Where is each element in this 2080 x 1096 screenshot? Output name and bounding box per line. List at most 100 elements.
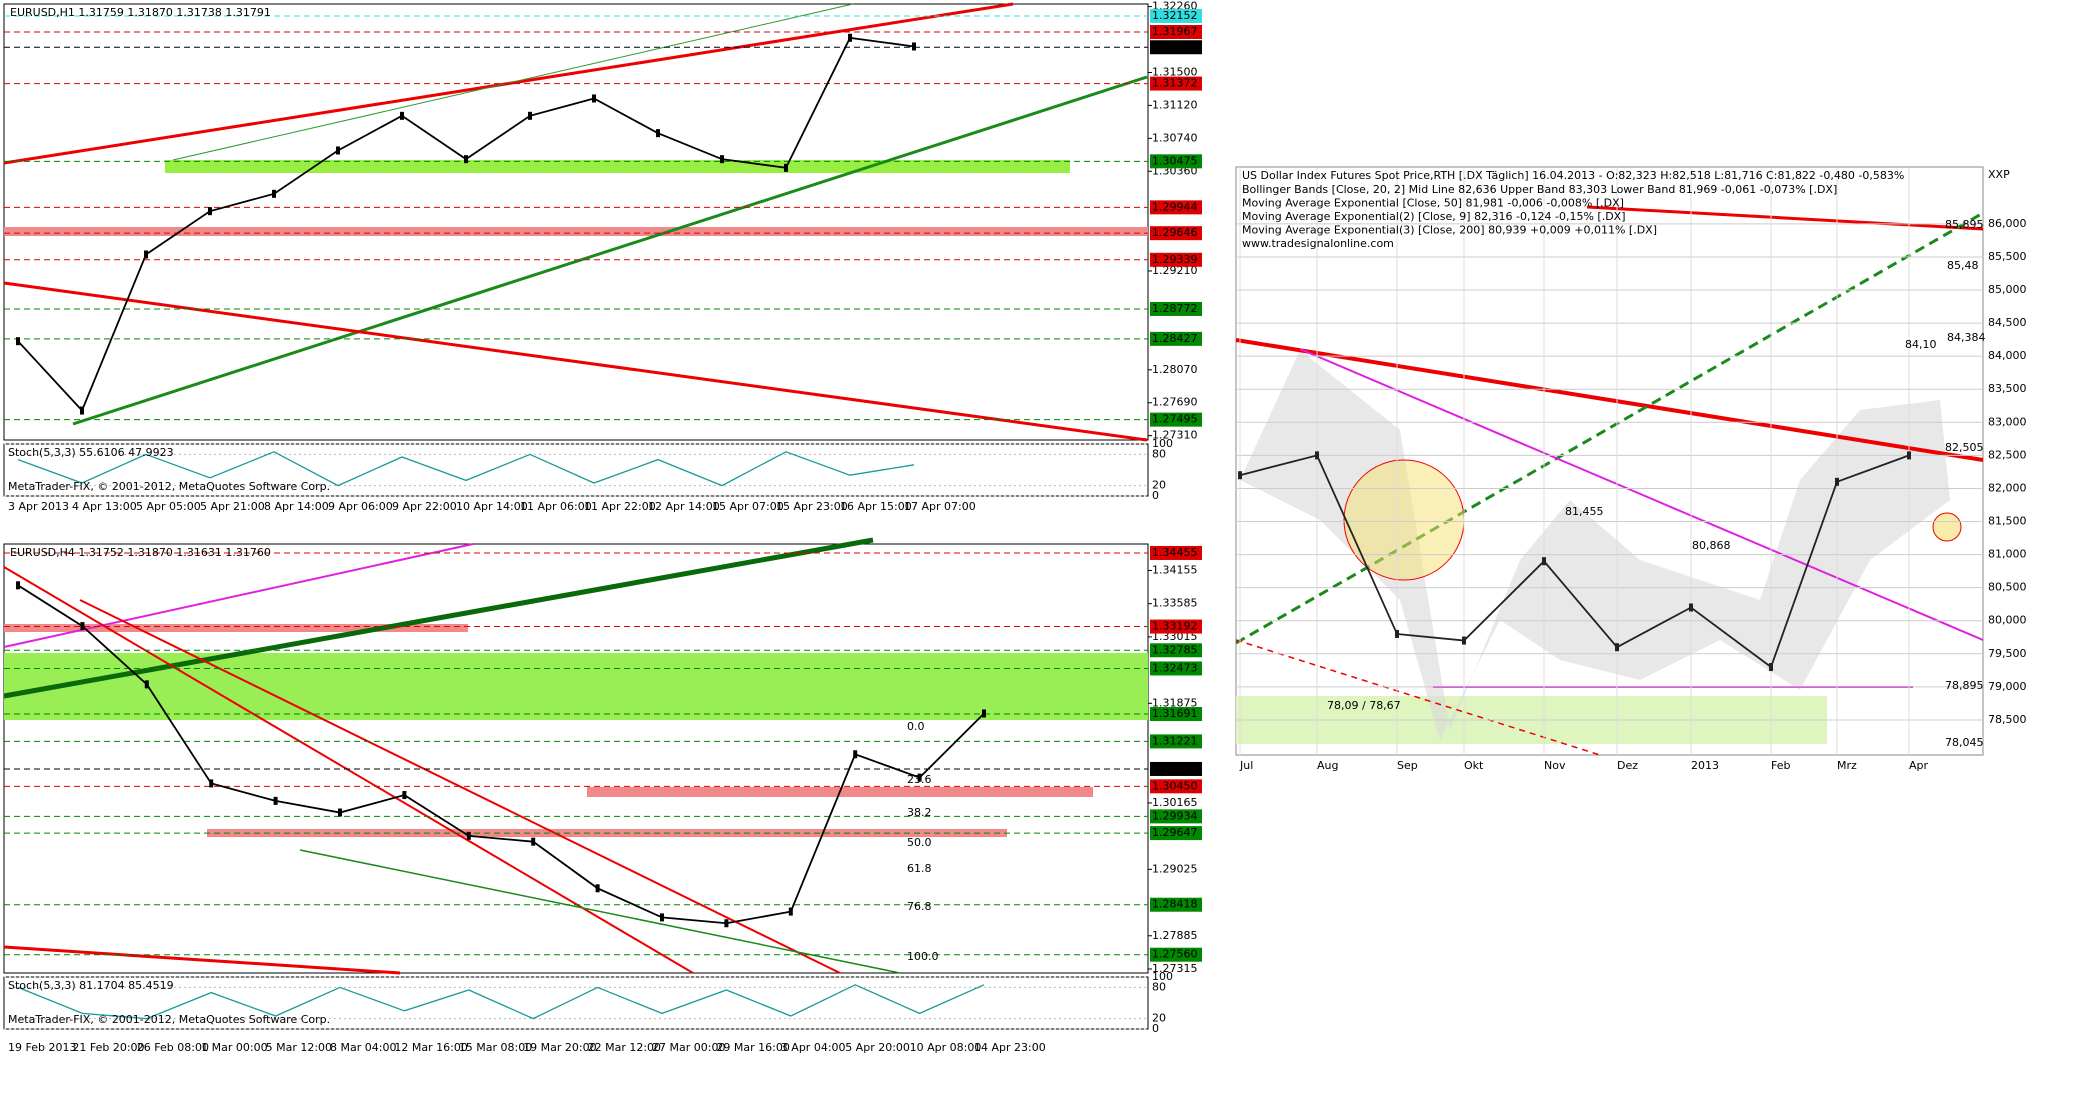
trend-line: [1586, 205, 1984, 231]
h1-stoch-frame: [3, 443, 1149, 497]
level-label: 1.33192: [1152, 620, 1198, 633]
x-tick-label: 10 Apr 14:00: [456, 500, 528, 513]
y-tick-label: 78,500: [1988, 713, 2027, 726]
price-line: [1239, 454, 1910, 669]
x-tick-label: Dez: [1617, 759, 1638, 772]
trend-line: [172, 3, 854, 161]
x-tick-label: 17 Apr 07:00: [904, 500, 976, 513]
level-label: 1.27560: [1152, 948, 1198, 961]
level-box: [1150, 40, 1202, 55]
level-label: 1.29934: [1152, 809, 1198, 822]
fibo-label: 100.0: [907, 950, 939, 963]
level-box: [1150, 734, 1202, 749]
y-tick-label: 1.34155: [1152, 563, 1198, 576]
candle: [80, 622, 85, 631]
trend-line: [1235, 338, 1984, 462]
x-tick-label: Feb: [1771, 759, 1790, 772]
stoch-line: [17, 984, 985, 1020]
y-tick-label: 86,000: [1988, 217, 2027, 230]
candle: [1835, 477, 1839, 486]
y-tick-label: 79,000: [1988, 680, 2027, 693]
x-tick-label: 14 Apr 23:00: [974, 1041, 1046, 1054]
y-tick-label: 1.27690: [1152, 396, 1198, 409]
annotation: 81,455: [1565, 505, 1604, 518]
h1-decor: [3, 2, 1149, 497]
x-tick-label: 8 Apr 14:00: [264, 500, 329, 513]
y-tick-label: 83,000: [1988, 415, 2027, 428]
level-label: 1.29646: [1152, 226, 1198, 239]
candle: [144, 680, 149, 689]
level-box: [1150, 76, 1202, 91]
candle: [80, 406, 84, 415]
candle: [338, 808, 342, 817]
x-tick-label: 12 Apr 14:00: [648, 500, 720, 513]
level-label: 1.28418: [1152, 898, 1198, 911]
price-line: [17, 584, 985, 925]
fibo-label: 50.0: [907, 836, 932, 849]
x-tick-label: Aug: [1317, 759, 1338, 772]
x-tick-label: 29 Mar 16:00: [716, 1041, 789, 1054]
level-label: 1.31691: [1152, 707, 1198, 720]
annotation: 78,09 / 78,67: [1327, 699, 1401, 712]
candle: [272, 189, 276, 198]
candle: [912, 42, 916, 51]
y-tick-label: 83,500: [1988, 382, 2027, 395]
x-tick-label: 1 Mar 00:00: [201, 1041, 267, 1054]
candle: [1542, 557, 1546, 566]
candle: [336, 146, 340, 155]
candle: [208, 207, 212, 216]
legend-line: Moving Average Exponential [Close, 50] 8…: [1242, 197, 1624, 210]
candle: [853, 750, 858, 759]
y-tick-label: 82,500: [1988, 448, 2027, 461]
level-label: 1.32152: [1152, 9, 1198, 22]
y-tick-label: 81,500: [1988, 515, 2027, 528]
level-box: [1150, 897, 1202, 912]
y-tick-label: 1.29025: [1152, 862, 1198, 875]
annotation: 78,895: [1945, 679, 1984, 692]
candle: [788, 907, 793, 916]
candle: [1238, 471, 1242, 480]
stoch-tick-label: 20: [1152, 479, 1166, 492]
level-label: 1.30748: [1152, 762, 1198, 775]
resistance-zone: [4, 227, 1148, 236]
level-box: [1150, 707, 1202, 722]
annotation: 82,505: [1945, 441, 1984, 454]
candle: [1395, 629, 1399, 638]
copyright: MetaTrader-FIX, © 2001-2012, MetaQuotes …: [8, 1013, 330, 1026]
y-tick-label: 84,500: [1988, 316, 2027, 329]
resistance-zone: [4, 624, 468, 632]
y-tick-label: 1.27310: [1152, 429, 1198, 442]
level-label: 1.31221: [1152, 734, 1198, 747]
dx-decor: [1235, 166, 1984, 756]
fibo-label: 0.0: [907, 720, 925, 733]
candle: [16, 581, 20, 590]
x-tick-label: 22 Mar 12:00: [588, 1041, 661, 1054]
x-tick-label: 2013: [1691, 759, 1719, 772]
fibo-label: 61.8: [907, 862, 932, 875]
legend-line: www.tradesignalonline.com: [1242, 237, 1394, 250]
x-tick-label: 16 Apr 15:00: [840, 500, 912, 513]
candle: [1462, 636, 1466, 645]
candle: [1615, 643, 1619, 652]
level-label: 1.31791: [1152, 40, 1198, 53]
level-label: 1.28772: [1152, 302, 1198, 315]
level-label: 1.28427: [1152, 332, 1198, 345]
x-tick-label: 10 Apr 08:00: [910, 1041, 982, 1054]
y-tick-label: 1.27315: [1152, 962, 1198, 975]
trend-line: [299, 849, 901, 974]
candle: [464, 155, 468, 164]
annotation: 84,10: [1905, 338, 1937, 351]
y-tick-label: 81,000: [1988, 548, 2027, 561]
level-box: [1150, 619, 1202, 634]
fibo-label: 76.8: [907, 900, 932, 913]
trend-line: [1235, 639, 1601, 756]
x-tick-label: 5 Apr 21:00: [200, 500, 265, 513]
x-tick-label: 11 Apr 06:00: [520, 500, 592, 513]
level-box: [1150, 154, 1202, 169]
x-tick-label: 12 Mar 16:00: [394, 1041, 467, 1054]
x-tick-label: 21 Feb 20:00: [72, 1041, 144, 1054]
highlight-circle: [1932, 512, 1962, 542]
y-tick-label: 85,500: [1988, 250, 2027, 263]
level-box: [1150, 826, 1202, 841]
level-label: 1.34455: [1152, 546, 1198, 559]
